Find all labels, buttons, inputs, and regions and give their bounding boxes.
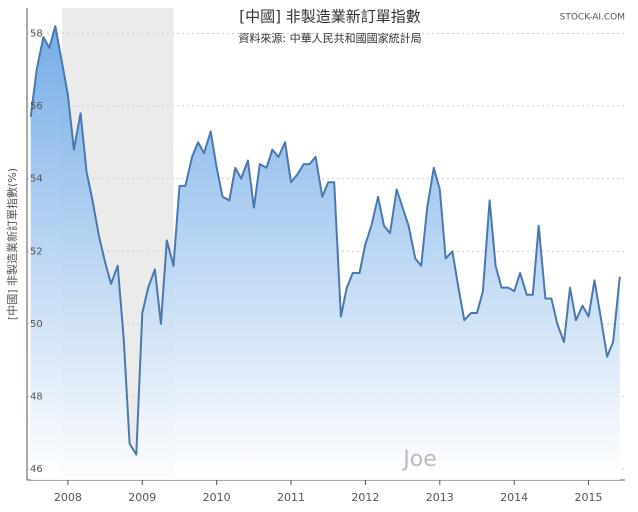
x-tick-label: 2010 <box>203 491 231 504</box>
x-tick-label: 2013 <box>426 491 454 504</box>
y-tick-label: 54 <box>30 174 43 185</box>
y-tick-label: 56 <box>30 101 43 112</box>
y-tick-label: 52 <box>30 246 43 257</box>
plot-area <box>26 8 625 485</box>
y-axis-title: [中國] 非製造業新訂單指數(%) <box>5 168 19 320</box>
x-tick-label: 2009 <box>128 491 156 504</box>
area <box>30 26 620 480</box>
chart-title: [中國] 非製造業新訂單指數 <box>239 8 420 26</box>
y-tick-label: 48 <box>30 391 43 402</box>
watermark: Joe <box>401 447 436 472</box>
brand: STOCK-AI.COM <box>560 13 625 23</box>
x-tick-label: 2008 <box>54 491 82 504</box>
x-tick-label: 2011 <box>277 491 305 504</box>
y-tick-label: 46 <box>30 464 43 475</box>
y-tick-label: 50 <box>30 319 43 330</box>
line <box>29 25 621 456</box>
x-tick-label: 2012 <box>351 491 379 504</box>
chart-subtitle: 資料來源: 中華人民共和國國家統計局 <box>238 31 421 45</box>
x-tick-label: 2015 <box>575 491 603 504</box>
x-tick-label: 2014 <box>500 491 528 504</box>
y-tick-label: 58 <box>30 28 43 39</box>
